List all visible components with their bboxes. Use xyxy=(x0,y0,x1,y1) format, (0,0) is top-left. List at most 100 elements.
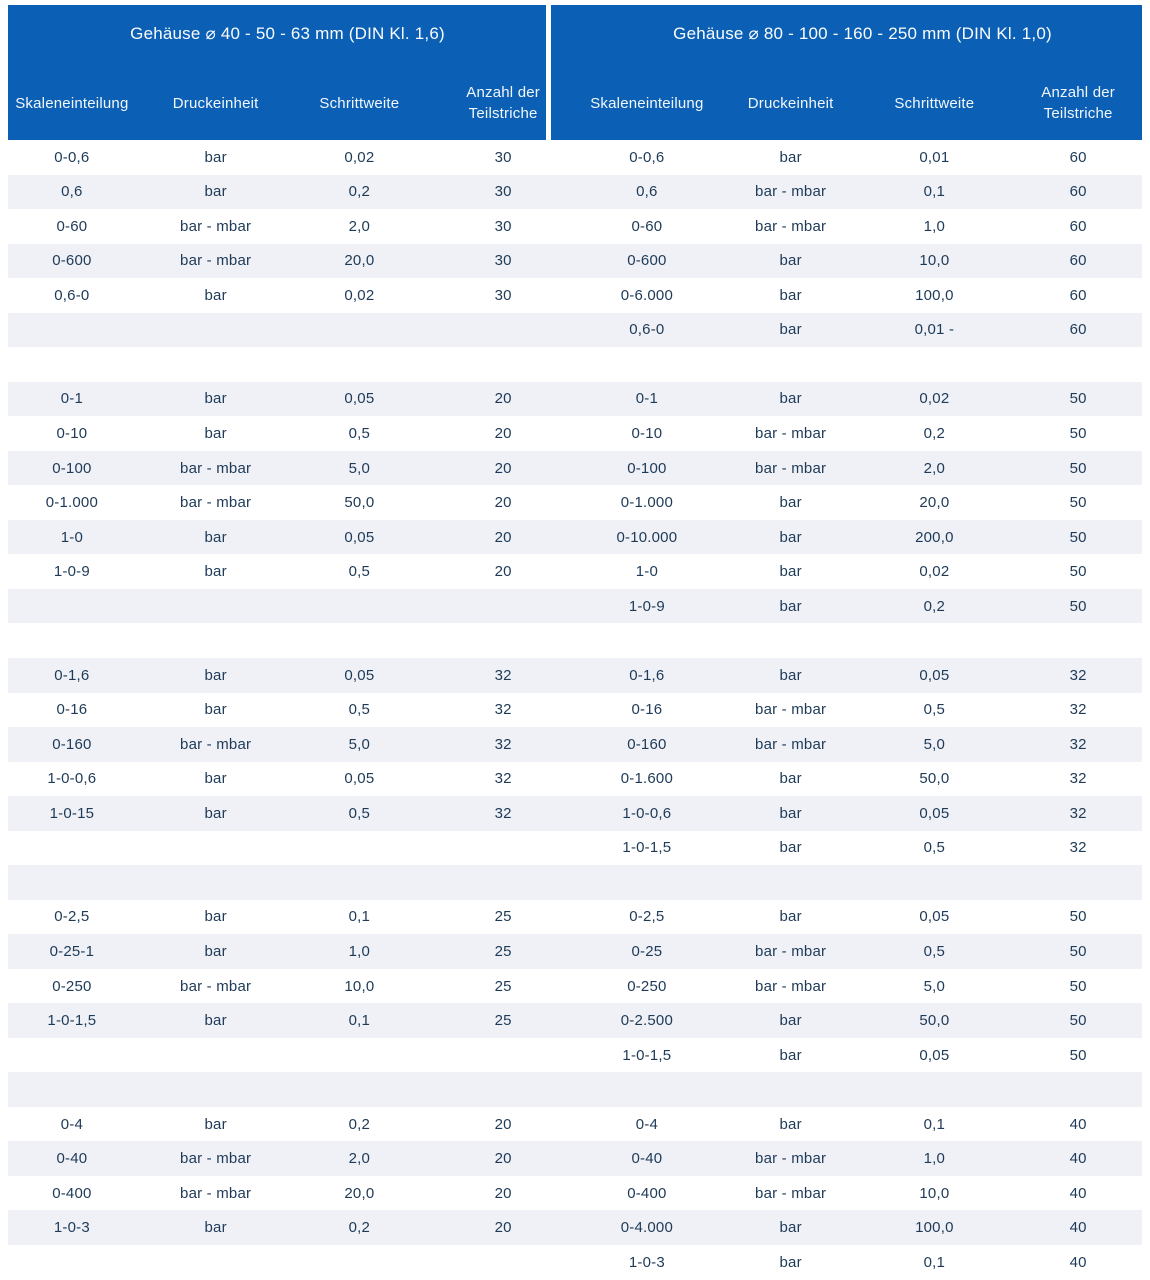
cell-right-skaleneinteilung: 0,6-0 xyxy=(629,321,665,339)
table-body: 0-0,6 bar 0,02 30 0-0,6 bar 0,01 60 0,6 bar 0,2 30 0… xyxy=(0,140,1150,1280)
cell-left-skaleneinteilung: 0-1.000 xyxy=(45,494,99,512)
cell-left-skaleneinteilung: 0-10 xyxy=(56,425,88,443)
cell-right-skaleneinteilung: 0-2,5 xyxy=(629,908,665,926)
cell-right-druckeinheit: bar xyxy=(779,839,802,857)
cell-left-skaleneinteilung: 0-40 xyxy=(56,1150,88,1168)
table-row: 0-2,5 bar 0,1 25 0-2,5 bar 0,05 50 xyxy=(0,900,1150,935)
column-header-druckeinheit: Druckeinheit xyxy=(747,94,834,112)
cell-left-druckeinheit: bar xyxy=(204,908,227,926)
cell-right-druckeinheit: bar xyxy=(779,1253,802,1271)
cell-left-druckeinheit: bar - mbar xyxy=(180,1150,252,1168)
cell-right-schrittweite: 0,05 xyxy=(919,1046,950,1064)
table-row xyxy=(0,865,1150,900)
cell-left-teilstriche: 20 xyxy=(494,528,512,546)
table-row: 1-0-1,5 bar 0,5 32 xyxy=(0,831,1150,866)
cell-right-druckeinheit: bar - mbar xyxy=(755,425,827,443)
cell-left-skaleneinteilung: 1-0 xyxy=(60,528,84,546)
cell-right-druckeinheit: bar xyxy=(779,528,802,546)
cell-left-schrittweite: 20,0 xyxy=(344,1184,375,1202)
table-row: 1-0-3 bar 0,2 20 0-4.000 bar 100,0 40 xyxy=(0,1210,1150,1245)
cell-right-schrittweite: 100,0 xyxy=(915,1219,954,1237)
right-page-margin xyxy=(1142,140,1150,1280)
cell-left-schrittweite: 0,1 xyxy=(348,908,371,926)
cell-left-druckeinheit: bar xyxy=(204,183,227,201)
cell-right-druckeinheit: bar - mbar xyxy=(755,459,827,477)
table-row: 1-0-15 bar 0,5 32 1-0-0,6 bar 0,05 32 xyxy=(0,796,1150,831)
cell-left-druckeinheit: bar - mbar xyxy=(180,735,252,753)
cell-left-druckeinheit: bar - mbar xyxy=(180,252,252,270)
cell-right-teilstriche: 40 xyxy=(1069,1115,1087,1133)
column-header-row-right: Skaleneinteilung Druckeinheit Schrittwei… xyxy=(575,80,1150,126)
cell-left-druckeinheit: bar xyxy=(204,528,227,546)
cell-right-teilstriche: 40 xyxy=(1069,1184,1087,1202)
cell-right-schrittweite: 0,5 xyxy=(923,942,946,960)
cell-right-schrittweite: 50,0 xyxy=(919,1012,950,1030)
cell-right-druckeinheit: bar xyxy=(779,1219,802,1237)
cell-left-teilstriche: 20 xyxy=(494,1219,512,1237)
cell-right-schrittweite: 5,0 xyxy=(923,977,946,995)
cell-right-druckeinheit: bar xyxy=(779,1115,802,1133)
cell-left-schrittweite: 2,0 xyxy=(348,1150,371,1168)
cell-right-skaleneinteilung: 0-1.600 xyxy=(620,770,674,788)
cell-left-skaleneinteilung: 0-0,6 xyxy=(54,148,90,166)
cell-right-teilstriche: 50 xyxy=(1069,494,1087,512)
table-title-left: Gehäuse ⌀ 40 - 50 - 63 mm (DIN Kl. 1,6) xyxy=(130,24,445,43)
cell-right-teilstriche: 50 xyxy=(1069,908,1087,926)
cell-right-druckeinheit: bar xyxy=(779,804,802,822)
cell-right-skaleneinteilung: 0,6 xyxy=(636,183,658,201)
cell-left-druckeinheit: bar xyxy=(204,1115,227,1133)
cell-right-skaleneinteilung: 1-0-1,5 xyxy=(622,1046,672,1064)
cell-left-skaleneinteilung: 0-100 xyxy=(52,459,92,477)
cell-left-schrittweite: 0,1 xyxy=(348,1012,371,1030)
cell-left-skaleneinteilung: 0-1,6 xyxy=(54,666,90,684)
column-header-schrittweite: Schrittweite xyxy=(894,94,975,112)
cell-right-teilstriche: 50 xyxy=(1069,597,1087,615)
cell-right-skaleneinteilung: 0-4.000 xyxy=(620,1219,674,1237)
table-row: 0-0,6 bar 0,02 30 0-0,6 bar 0,01 60 xyxy=(0,140,1150,175)
cell-right-druckeinheit: bar xyxy=(779,286,802,304)
cell-right-skaleneinteilung: 0-40 xyxy=(631,1150,663,1168)
table-row xyxy=(0,623,1150,658)
cell-left-skaleneinteilung: 1-0-9 xyxy=(53,563,90,581)
table-row: 0-160 bar - mbar 5,0 32 0-160 bar - mbar 5,0 32 xyxy=(0,727,1150,762)
table-row: 0-16 bar 0,5 32 0-16 bar - mbar 0,5 32 xyxy=(0,693,1150,728)
cell-right-schrittweite: 0,2 xyxy=(923,597,946,615)
cell-right-teilstriche: 50 xyxy=(1069,942,1087,960)
cell-right-skaleneinteilung: 1-0-0,6 xyxy=(622,804,672,822)
cell-right-teilstriche: 32 xyxy=(1069,770,1087,788)
cell-left-schrittweite: 0,5 xyxy=(348,701,371,719)
cell-right-schrittweite: 0,5 xyxy=(923,839,946,857)
cell-left-druckeinheit: bar - mbar xyxy=(180,459,252,477)
table-row: 0-40 bar - mbar 2,0 20 0-40 bar - mbar 1,0 40 xyxy=(0,1141,1150,1176)
cell-right-schrittweite: 10,0 xyxy=(919,252,950,270)
cell-right-druckeinheit: bar xyxy=(779,321,802,339)
cell-right-teilstriche: 60 xyxy=(1069,321,1087,339)
column-header-anzahl-teilstriche: Anzahl der Teilstriche xyxy=(466,84,540,122)
cell-right-druckeinheit: bar - mbar xyxy=(755,1150,827,1168)
cell-right-teilstriche: 32 xyxy=(1069,666,1087,684)
header-panel-left xyxy=(8,5,546,140)
cell-left-druckeinheit: bar xyxy=(204,563,227,581)
cell-left-teilstriche: 25 xyxy=(494,942,512,960)
cell-right-schrittweite: 100,0 xyxy=(915,286,954,304)
cell-left-schrittweite: 0,05 xyxy=(344,666,375,684)
cell-left-schrittweite: 2,0 xyxy=(348,217,371,235)
cell-left-teilstriche: 32 xyxy=(494,804,512,822)
cell-left-teilstriche: 32 xyxy=(494,735,512,753)
column-header-anzahl-teilstriche: Anzahl der Teilstriche xyxy=(1041,84,1115,122)
cell-right-skaleneinteilung: 0-25 xyxy=(631,942,663,960)
table-row: 0-400 bar - mbar 20,0 20 0-400 bar - mbar 10,0… xyxy=(0,1176,1150,1211)
cell-right-schrittweite: 20,0 xyxy=(919,494,950,512)
cell-right-druckeinheit: bar - mbar xyxy=(755,942,827,960)
cell-right-schrittweite: 5,0 xyxy=(923,735,946,753)
cell-left-teilstriche: 25 xyxy=(494,1012,512,1030)
cell-right-schrittweite: 0,1 xyxy=(923,1115,946,1133)
cell-left-druckeinheit: bar xyxy=(204,1219,227,1237)
cell-right-druckeinheit: bar xyxy=(779,1046,802,1064)
cell-left-druckeinheit: bar xyxy=(204,701,227,719)
cell-right-teilstriche: 32 xyxy=(1069,804,1087,822)
cell-right-skaleneinteilung: 0-2.500 xyxy=(620,1012,674,1030)
cell-right-druckeinheit: bar - mbar xyxy=(755,1184,827,1202)
cell-right-teilstriche: 60 xyxy=(1069,286,1087,304)
cell-left-schrittweite: 1,0 xyxy=(348,942,371,960)
